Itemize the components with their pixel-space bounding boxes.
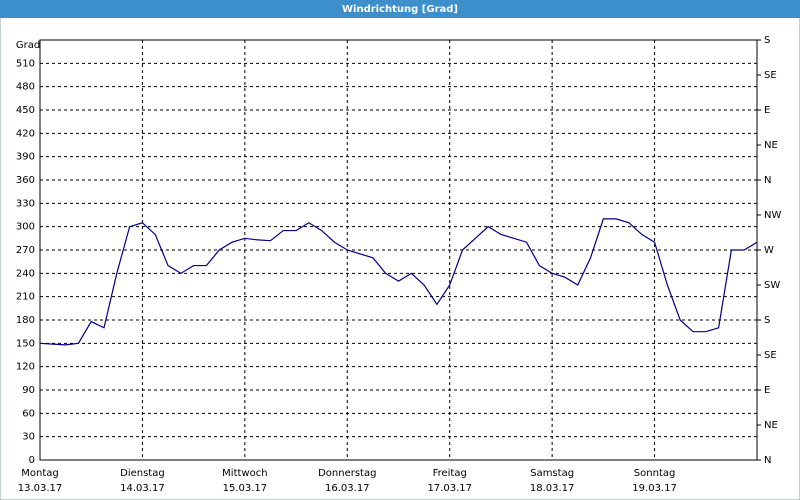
x-tick-date: 18.03.17 <box>530 483 575 494</box>
x-tick-date: 17.03.17 <box>427 483 472 494</box>
y2-tick-label: E <box>764 385 770 396</box>
x-tick-date: 14.03.17 <box>120 483 165 494</box>
y2-tick-label: NE <box>764 420 778 431</box>
y2-tick-label: SW <box>764 280 780 291</box>
x-tick-date: 15.03.17 <box>223 483 268 494</box>
y-tick-label: 420 <box>16 128 35 139</box>
data-line <box>39 218 758 346</box>
y-tick-label: 330 <box>16 198 35 209</box>
y-tick-label: 90 <box>22 385 35 396</box>
y-tick-label: 150 <box>16 338 35 349</box>
y2-tick-label: W <box>764 245 774 256</box>
x-tick-label: Freitag <box>433 468 467 479</box>
x-tick-label: Montag <box>21 468 58 479</box>
y-tick-label: 450 <box>16 105 35 116</box>
y-tick-label: 30 <box>22 432 35 443</box>
y-tick-label: 480 <box>16 82 35 93</box>
y-tick-label: 300 <box>16 222 35 233</box>
y-tick-label: 180 <box>16 315 35 326</box>
y-tick-label: 120 <box>16 362 35 373</box>
x-tick-label: Mittwoch <box>222 468 267 479</box>
y2-tick-label: S <box>764 315 770 326</box>
y-tick-label: 0 <box>29 455 35 466</box>
x-tick-date: 16.03.17 <box>325 483 370 494</box>
y-tick-label: 270 <box>16 245 35 256</box>
y-tick-label: 60 <box>22 408 35 419</box>
y2-tick-label: N <box>764 175 771 186</box>
y-tick-label: 210 <box>16 292 35 303</box>
y2-tick-label: S <box>764 35 770 46</box>
y-tick-label: 510 <box>16 58 35 69</box>
x-tick-label: Donnerstag <box>318 468 376 479</box>
y-tick-label: 360 <box>16 175 35 186</box>
title-bar <box>0 0 800 18</box>
x-tick-label: Samstag <box>530 468 574 479</box>
y-axis-label: Grad <box>16 40 40 51</box>
y2-tick-label: NW <box>764 210 781 221</box>
y2-tick-label: SE <box>764 70 777 81</box>
plot-border <box>39 39 758 461</box>
y-tick-label: 240 <box>16 268 35 279</box>
y2-tick-label: NE <box>764 140 778 151</box>
x-tick-label: Sonntag <box>634 468 676 479</box>
x-tick-date: 19.03.17 <box>632 483 677 494</box>
y2-tick-label: N <box>764 455 771 466</box>
y2-tick-label: E <box>764 105 770 116</box>
chart-title: Windrichtung [Grad] <box>342 4 458 15</box>
y-tick-label: 390 <box>16 152 35 163</box>
y2-tick-label: SE <box>764 350 777 361</box>
x-tick-date: 13.03.17 <box>18 483 63 494</box>
x-tick-label: Dienstag <box>120 468 165 479</box>
